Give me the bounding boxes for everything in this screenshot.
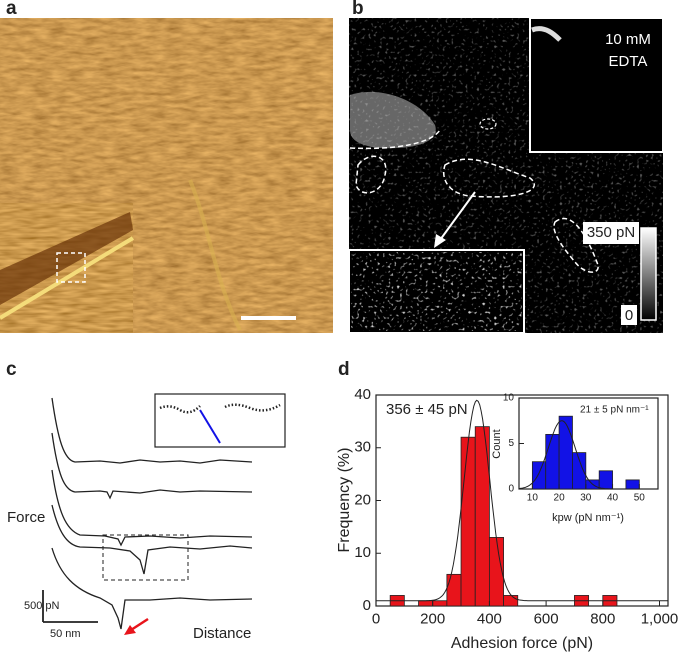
colorbar-min: 0	[625, 307, 633, 324]
inset-box	[154, 393, 286, 448]
outline	[349, 129, 441, 150]
arrow-head	[434, 234, 446, 248]
bar	[488, 537, 504, 607]
x-tick-label: 200	[420, 610, 445, 627]
bar	[598, 470, 613, 490]
bar	[503, 595, 519, 607]
bar	[531, 461, 547, 490]
x-tick-label: 30	[580, 493, 592, 504]
arrow	[130, 617, 149, 632]
panel-b: 10 mM EDTA 350 pN 0 b	[348, 0, 664, 334]
x-axis-label: Distance	[193, 625, 251, 642]
pixel-speckle	[351, 252, 522, 331]
inset-points	[159, 403, 281, 414]
bar	[418, 600, 434, 607]
bar	[474, 426, 490, 607]
inset-step	[0, 212, 133, 305]
x-tick-label: 0	[372, 610, 380, 627]
force-scale-label: 500 pN	[24, 600, 60, 612]
y-tick-label: 20	[354, 491, 371, 508]
bar	[545, 433, 560, 490]
x-tick-label: 1,000	[641, 610, 679, 627]
fiber	[188, 179, 242, 331]
outline	[479, 118, 497, 130]
fit-curve	[376, 399, 668, 602]
panel-label: d	[338, 359, 350, 380]
y-axis-label: Count	[491, 429, 503, 458]
zoom-box	[102, 534, 189, 581]
outline	[355, 155, 387, 194]
panel-c	[42, 393, 286, 635]
label-box	[583, 222, 639, 244]
x-axis-label: kpw (pN nm⁻¹)	[552, 512, 624, 524]
arrow	[439, 191, 476, 241]
outline	[553, 217, 599, 273]
x-tick-label: 400	[477, 610, 502, 627]
x-tick-label: 10	[527, 493, 539, 504]
condition-label: EDTA	[609, 53, 648, 70]
annotation: 356 ± 45 pN	[386, 401, 468, 418]
x-tick-label: 50	[634, 493, 646, 504]
x-tick-label: 20	[554, 493, 566, 504]
inset-map	[529, 17, 664, 153]
inset-fit	[199, 409, 221, 444]
arrow-head	[124, 625, 136, 635]
panel-label: b	[352, 0, 364, 19]
y-tick-label: 10	[354, 544, 371, 561]
colorbar	[640, 227, 657, 321]
force-curve	[51, 547, 253, 630]
inset-spot	[531, 26, 562, 42]
bar	[446, 573, 462, 607]
panel-a: a	[0, 0, 333, 334]
zoom-box	[56, 252, 86, 283]
x-axis-label: Adhesion force (pN)	[451, 635, 593, 652]
force-curve	[51, 432, 253, 500]
y-tick-label: 30	[354, 439, 371, 456]
panel-label: a	[6, 0, 17, 19]
bar	[572, 452, 587, 490]
distance-scale-label: 50 nm	[50, 628, 81, 640]
bar	[558, 415, 573, 490]
condition-label: 10 mM	[605, 31, 651, 48]
y-axis-label: Frequency (%)	[336, 448, 353, 553]
x-tick-label: 800	[590, 610, 615, 627]
y-tick-label: 40	[354, 386, 371, 403]
x-tick-label: 600	[534, 610, 559, 627]
y-tick-label: 0	[508, 484, 514, 495]
y-axis-label: Force	[7, 509, 45, 526]
outline	[443, 158, 536, 198]
fit-curve	[518, 420, 658, 490]
force-curve	[51, 397, 253, 464]
y-tick-label: 5	[508, 438, 514, 449]
bar	[460, 436, 476, 607]
colorbar-max: 350 pN	[587, 224, 635, 241]
force-curve	[51, 469, 253, 547]
label-box	[621, 305, 637, 325]
inset-edge	[0, 236, 135, 320]
force-curve	[51, 504, 253, 575]
y-tick-label: 0	[363, 597, 371, 614]
x-tick-label: 40	[607, 493, 619, 504]
adhesion-patch	[350, 91, 436, 149]
y-tick-label: 10	[503, 393, 515, 404]
annotation: 21 ± 5 pN nm⁻¹	[580, 405, 649, 416]
panel-label: c	[6, 359, 17, 380]
bar	[432, 600, 448, 607]
bar	[625, 479, 640, 490]
